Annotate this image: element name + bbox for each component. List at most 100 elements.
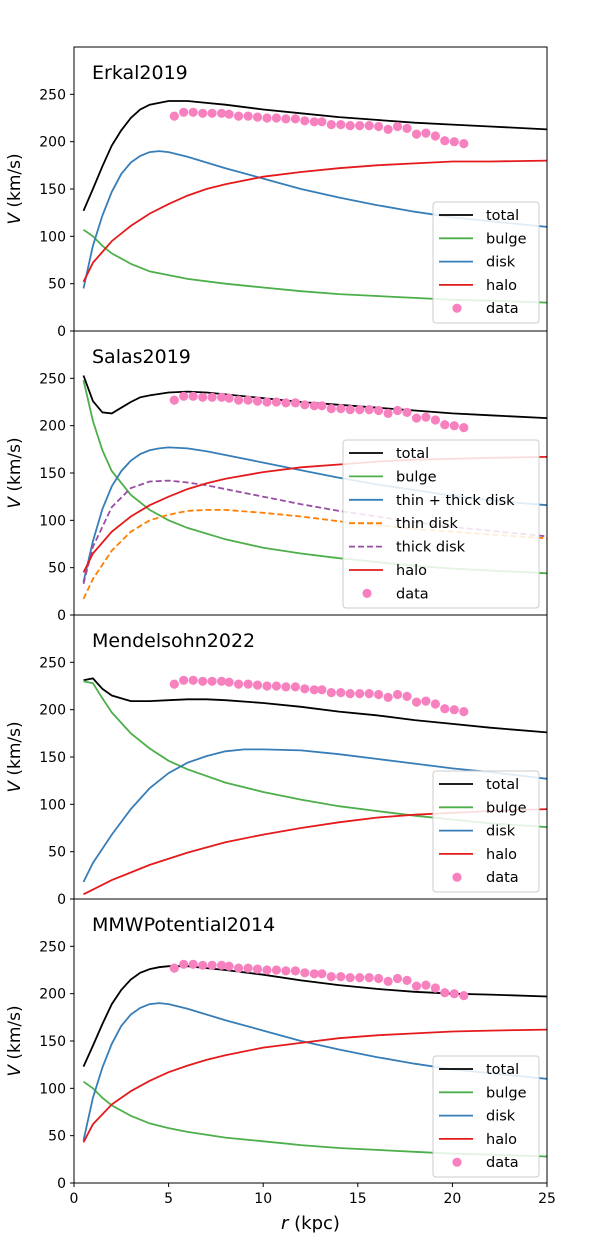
data-point [345, 121, 355, 131]
legend-label-data: data [486, 1155, 519, 1171]
data-point [383, 692, 393, 703]
data-point [430, 983, 440, 993]
data-point [234, 395, 244, 405]
series-bulge-line [82, 1080, 547, 1158]
data-point [224, 393, 234, 403]
data-point [355, 405, 365, 415]
data-point [317, 969, 327, 979]
data-point [262, 681, 272, 691]
data-point [317, 401, 327, 411]
data-point [234, 111, 244, 121]
data-point [411, 413, 422, 423]
legend: total bulge disk halo data [432, 201, 540, 324]
data-point [374, 689, 384, 700]
series-disk-line [82, 150, 547, 289]
data-point [355, 973, 365, 983]
data-point [449, 705, 459, 715]
data-point [281, 966, 291, 976]
legend-label-bulge: bulge [486, 1085, 527, 1101]
legend-label-thin-thick-disk: thin + thick disk [396, 493, 515, 509]
data-point [169, 679, 179, 689]
y-axis-label: V (km/s) [5, 721, 25, 792]
data-point [290, 398, 300, 408]
data-point [364, 121, 374, 131]
y-tick-label: 150 [39, 750, 66, 766]
data-point [449, 137, 459, 147]
data-point [207, 392, 217, 402]
data-point [179, 675, 189, 685]
data-point [217, 676, 227, 686]
data-point [440, 704, 450, 714]
data-point [217, 960, 227, 970]
data-point [336, 120, 346, 130]
legend-label-disk: disk [486, 255, 516, 271]
data-point [345, 973, 355, 983]
data-point [402, 407, 412, 417]
data-point [374, 973, 384, 984]
data-point [188, 959, 198, 969]
series-disk-line [82, 748, 547, 883]
data-point [169, 963, 179, 973]
data-point [281, 682, 291, 692]
legend-label-bulge: bulge [486, 800, 527, 816]
legend-label-halo: halo [396, 563, 427, 579]
legend-box [432, 1055, 540, 1178]
data-point [402, 691, 412, 702]
data-point [234, 963, 244, 973]
legend-box [432, 770, 540, 893]
data-point [300, 968, 310, 978]
data-point [271, 113, 281, 123]
data-point [364, 973, 374, 983]
data-point [309, 685, 319, 695]
legend-box [432, 201, 540, 324]
panel-title: MMWPotential2014 [92, 914, 275, 936]
data-point [271, 965, 281, 975]
data-point [262, 965, 272, 975]
y-tick-label: 0 [57, 324, 66, 340]
data-point [364, 689, 374, 699]
data-point [309, 401, 319, 411]
legend: total bulge thin + thick disk thin disk thic… [342, 439, 540, 609]
data-point [224, 961, 234, 971]
data-point [326, 120, 336, 130]
data-point [374, 405, 384, 416]
data-point [207, 108, 217, 118]
data-point [188, 107, 198, 117]
data-point [364, 405, 374, 415]
series-total-line [82, 965, 547, 1067]
y-tick-label: 200 [39, 703, 66, 719]
data-point [198, 392, 208, 402]
data-point [449, 421, 459, 431]
legend-box [342, 439, 540, 609]
data-point [217, 108, 227, 118]
data-point [345, 405, 355, 415]
y-tick-label: 50 [48, 1129, 66, 1145]
series-total-line [83, 677, 547, 734]
data-point [421, 696, 431, 706]
data-point [252, 112, 263, 122]
legend: total bulge disk halo data [432, 1055, 540, 1178]
data-point [336, 972, 346, 982]
data-point [336, 404, 346, 414]
legend-label-total: total [396, 446, 429, 462]
legend-label-total: total [486, 208, 519, 224]
data-point [252, 680, 263, 690]
legend: total bulge disk halo data [432, 770, 540, 893]
panel-title: Salas2019 [92, 346, 191, 368]
series-bulge-line [83, 680, 547, 828]
data-point [411, 697, 422, 707]
y-tick-label: 100 [39, 797, 66, 813]
data-point [188, 391, 198, 401]
legend-label-thick-disk: thick disk [396, 540, 466, 556]
data-point [430, 131, 440, 141]
legend-marker-data [452, 1157, 462, 1167]
y-tick-label: 50 [48, 845, 66, 861]
data-point [326, 404, 336, 414]
data-point [281, 398, 291, 408]
data-point [392, 689, 403, 700]
y-tick-label: 200 [39, 419, 66, 435]
data-point [326, 688, 336, 698]
y-tick-label: 0 [57, 892, 66, 908]
legend-label-bulge: bulge [486, 231, 527, 247]
